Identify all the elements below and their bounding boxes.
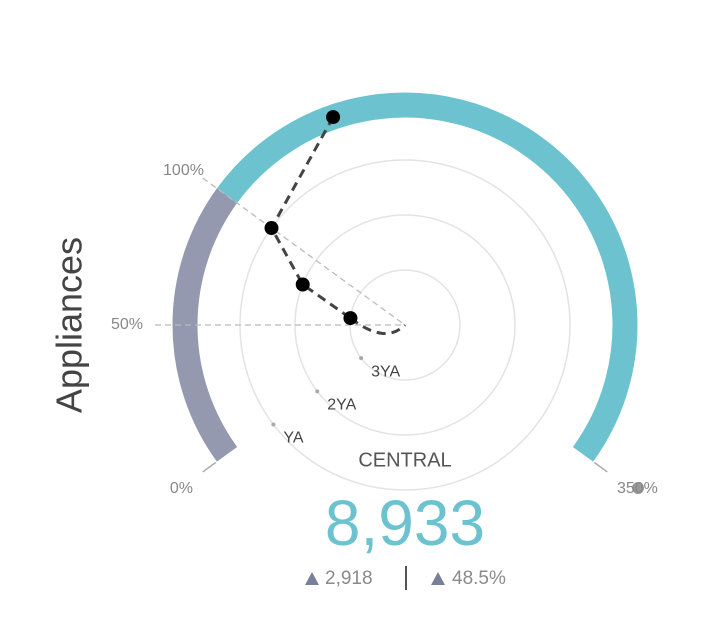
kpi-value: 8,933: [325, 487, 485, 559]
kpi-change-pct: 48.5%: [452, 568, 506, 589]
data-point: [343, 311, 358, 326]
tick-label: 100%: [163, 162, 204, 179]
up-arrow: [305, 572, 319, 585]
ring-dot: [271, 422, 276, 427]
tick-mark: [202, 461, 217, 473]
data-point: [326, 110, 341, 125]
kpi-change: 2,918: [325, 568, 373, 589]
region-label: CENTRAL: [358, 449, 451, 471]
data-point: [264, 221, 279, 236]
guide-line: [202, 177, 406, 326]
ring-dot: [315, 389, 320, 394]
tick-label: 50%: [111, 316, 143, 333]
marker: [632, 482, 644, 494]
trend-line: [269, 116, 352, 320]
up-arrow: [431, 572, 445, 585]
trend-tail: [349, 316, 407, 336]
ring-label: YA: [283, 430, 303, 447]
ring-label: 3YA: [371, 363, 400, 380]
gauge-band: [216, 92, 638, 462]
data-point: [295, 277, 310, 292]
ring-dot: [359, 356, 364, 361]
tick-label: 350%: [617, 480, 658, 497]
chart-title: Appliances: [49, 237, 90, 413]
ring-label: 2YA: [327, 397, 356, 414]
tick-label: 0%: [170, 480, 193, 497]
tick-mark: [593, 461, 608, 473]
